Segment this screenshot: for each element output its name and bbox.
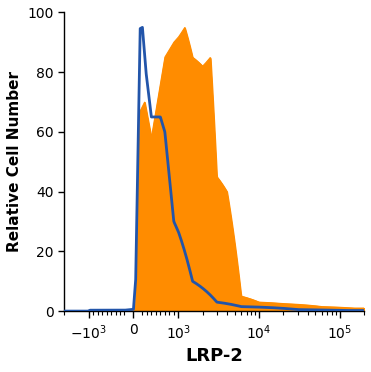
X-axis label: LRP-2: LRP-2 xyxy=(185,347,243,365)
Y-axis label: Relative Cell Number: Relative Cell Number xyxy=(7,71,22,252)
